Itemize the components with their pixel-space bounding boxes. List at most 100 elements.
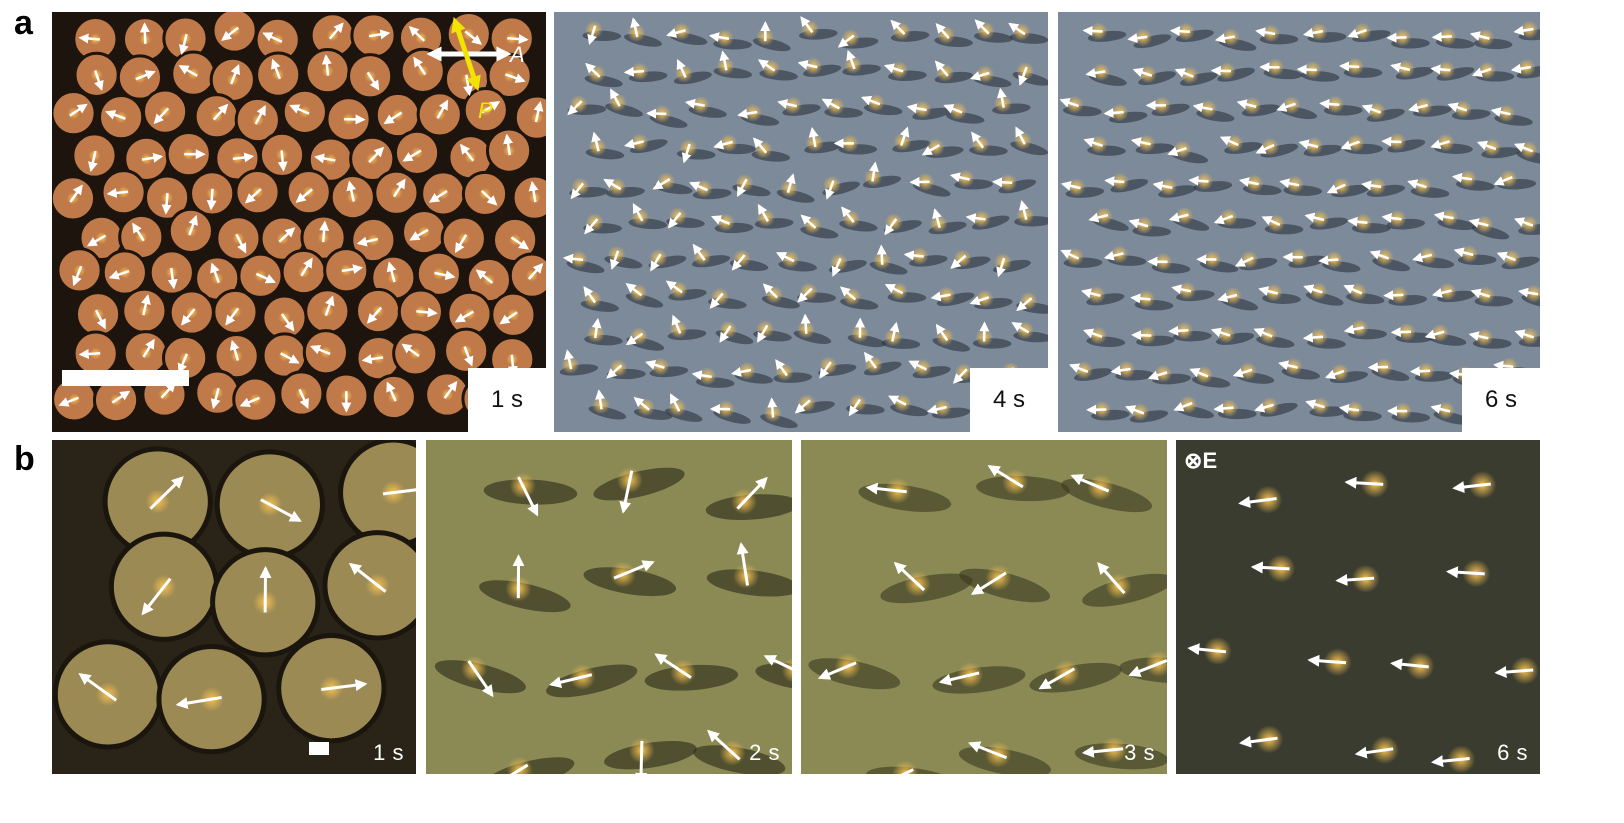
- director-arrow: [785, 173, 796, 194]
- director-arrow: [1127, 33, 1148, 44]
- director-arrow: [667, 212, 682, 229]
- director-arrow: [719, 50, 730, 71]
- director-arrow: [142, 338, 155, 358]
- director-arrow: [1296, 64, 1317, 75]
- director-arrow: [225, 307, 240, 326]
- director-arrow: [1088, 212, 1109, 223]
- director-arrow: [1167, 146, 1187, 157]
- director-arrow: [141, 152, 164, 163]
- director-arrow: [889, 321, 900, 342]
- director-arrow: [1339, 61, 1360, 72]
- director-arrow: [1305, 399, 1325, 410]
- director-arrow: [1431, 31, 1452, 42]
- director-arrow: [1189, 367, 1209, 378]
- director-arrow: [1430, 64, 1451, 75]
- director-arrow: [1171, 284, 1192, 295]
- director-arrow: [595, 389, 606, 410]
- director-arrow: [645, 359, 665, 370]
- director-arrow: [938, 671, 980, 686]
- director-arrow: [841, 206, 855, 223]
- director-arrow: [1390, 62, 1411, 73]
- director-arrow: [1513, 25, 1534, 36]
- director-arrow: [817, 661, 857, 680]
- director-arrow: [1232, 368, 1253, 378]
- director-arrow: [1347, 28, 1367, 39]
- director-arrow: [888, 395, 907, 406]
- director-arrow: [603, 178, 622, 191]
- director-arrow: [177, 353, 189, 374]
- director-arrow: [324, 295, 335, 316]
- director-arrow: [731, 367, 752, 377]
- director-arrow: [277, 150, 288, 172]
- director-arrow: [58, 396, 79, 407]
- director-arrow: [903, 250, 924, 261]
- director-arrow: [1390, 658, 1429, 671]
- director-arrow: [108, 269, 130, 280]
- director-arrow: [1217, 292, 1238, 303]
- time-label: 3 s: [1124, 740, 1155, 765]
- director-arrow: [1070, 474, 1110, 493]
- director-arrow: [348, 562, 387, 593]
- director-arrow: [235, 233, 247, 254]
- director-arrow: [106, 187, 129, 198]
- director-arrow: [149, 476, 184, 510]
- director-arrow: [1407, 179, 1427, 189]
- director-arrow: [591, 317, 602, 339]
- director-arrow: [87, 150, 98, 173]
- director-arrow: [1513, 142, 1534, 153]
- director-arrow: [625, 332, 644, 346]
- director-arrow: [1128, 218, 1149, 229]
- director-arrow: [1493, 360, 1514, 371]
- director-arrow: [1340, 140, 1360, 150]
- director-arrow: [630, 17, 640, 38]
- director-arrow: [708, 32, 730, 43]
- director-arrow: [1255, 27, 1276, 38]
- polarizer-label: P: [478, 98, 493, 123]
- director-arrow: [409, 228, 429, 241]
- director-arrow: [831, 257, 842, 277]
- director-arrow: [650, 253, 662, 272]
- director-arrow: [1304, 212, 1325, 223]
- director-arrow: [1476, 140, 1497, 151]
- director-arrow: [271, 58, 281, 80]
- director-arrow: [239, 396, 260, 407]
- director-arrow: [254, 104, 266, 125]
- director-arrow: [1110, 365, 1131, 376]
- time-label: 1 s: [468, 368, 546, 432]
- director-arrow: [510, 236, 530, 250]
- director-arrow: [244, 188, 262, 204]
- director-arrow: [632, 202, 644, 222]
- director-arrow: [800, 214, 817, 229]
- director-arrow: [416, 307, 438, 318]
- director-arrow: [549, 673, 593, 689]
- director-arrow: [1386, 32, 1407, 43]
- director-arrow: [736, 542, 750, 586]
- director-arrow: [1433, 211, 1454, 222]
- director-arrow: [1210, 65, 1232, 76]
- director-arrow: [1082, 25, 1103, 36]
- director-arrow: [1369, 250, 1390, 260]
- director-arrow: [221, 26, 239, 41]
- director-arrow: [386, 381, 397, 402]
- director-arrow: [328, 22, 344, 40]
- director-arrow: [310, 344, 331, 356]
- director-arrow: [689, 181, 709, 192]
- director-arrow: [1255, 143, 1275, 154]
- director-arrow: [111, 390, 131, 404]
- director-arrow: [825, 180, 835, 200]
- time-label: 4 s: [970, 368, 1048, 432]
- director-arrow: [361, 354, 384, 365]
- director-arrow: [839, 286, 857, 301]
- director-arrow: [1168, 212, 1189, 223]
- director-arrow: [996, 257, 1006, 278]
- director-arrow: [459, 143, 475, 162]
- director-arrow: [1015, 126, 1026, 145]
- director-arrow: [1060, 249, 1080, 260]
- director-arrow: [1383, 290, 1404, 301]
- director-arrow: [1016, 297, 1033, 312]
- director-arrow: [280, 313, 295, 332]
- director-arrow: [463, 346, 474, 367]
- director-arrow: [1104, 176, 1125, 187]
- director-arrow: [517, 476, 539, 517]
- director-arrow: [321, 679, 368, 692]
